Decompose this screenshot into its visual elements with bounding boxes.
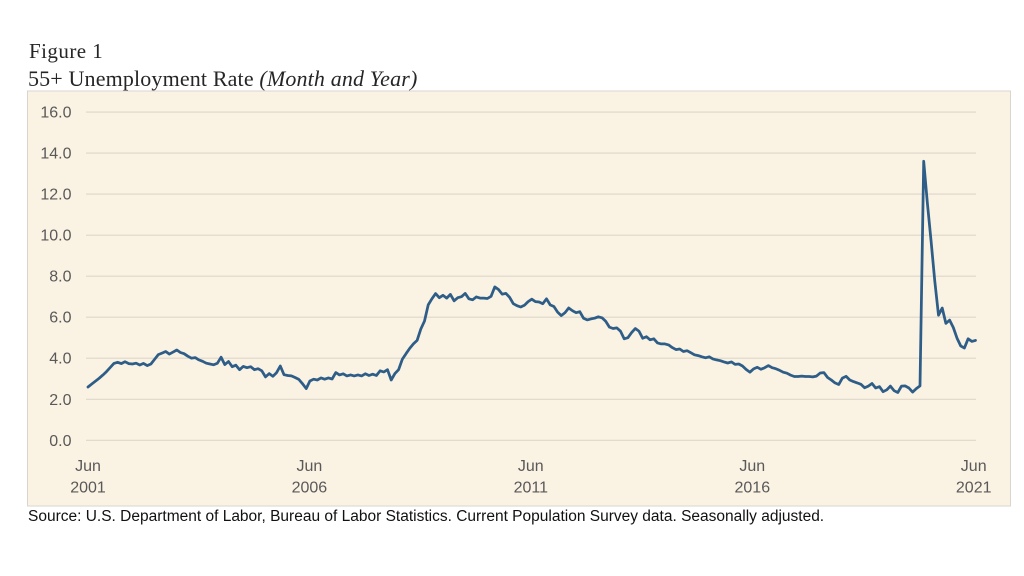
- svg-text:2021: 2021: [956, 480, 992, 497]
- svg-text:2016: 2016: [735, 480, 771, 497]
- svg-text:2.0: 2.0: [49, 392, 71, 409]
- svg-text:14.0: 14.0: [40, 146, 71, 163]
- svg-text:2006: 2006: [292, 480, 328, 497]
- svg-text:4.0: 4.0: [49, 351, 71, 368]
- svg-text:Jun: Jun: [518, 458, 544, 475]
- svg-text:0.0: 0.0: [49, 433, 71, 450]
- svg-text:2011: 2011: [514, 480, 549, 497]
- svg-text:Jun: Jun: [739, 458, 765, 475]
- svg-text:Jun: Jun: [75, 458, 101, 475]
- svg-text:10.0: 10.0: [40, 228, 71, 245]
- svg-text:16.0: 16.0: [40, 105, 71, 122]
- svg-text:2001: 2001: [70, 480, 106, 497]
- svg-text:Jun: Jun: [961, 458, 987, 475]
- svg-text:8.0: 8.0: [49, 269, 71, 286]
- svg-text:12.0: 12.0: [40, 187, 71, 204]
- svg-text:6.0: 6.0: [49, 310, 71, 327]
- svg-text:Jun: Jun: [297, 458, 323, 475]
